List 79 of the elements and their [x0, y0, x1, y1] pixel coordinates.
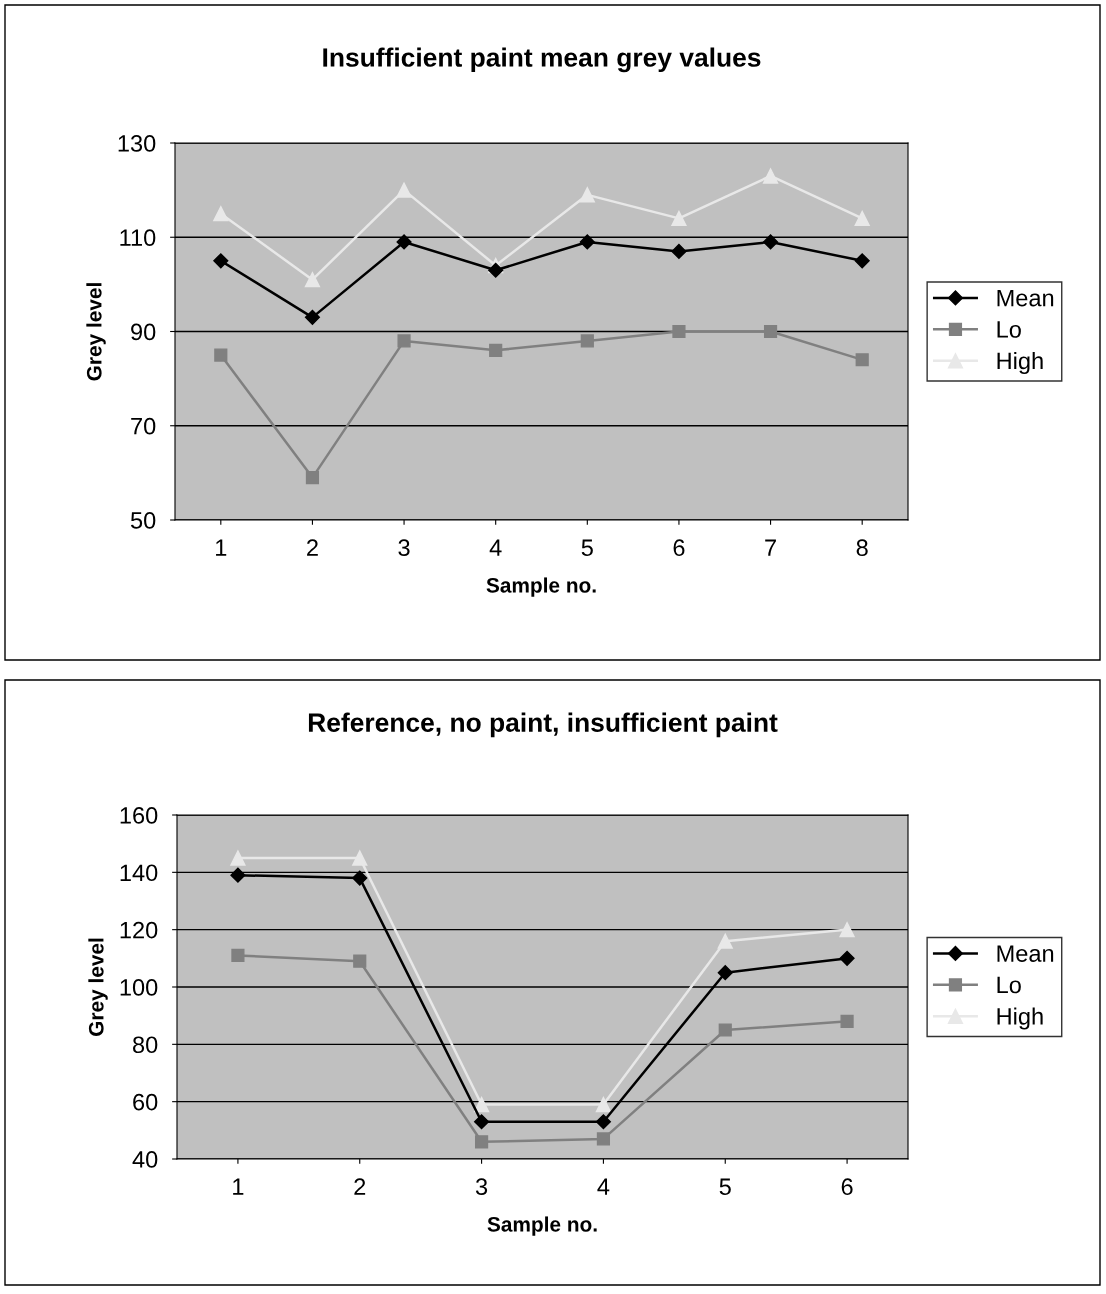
x-axis-title: Sample no.: [487, 1216, 597, 1236]
point: [396, 182, 412, 198]
y-tick-label: 110: [120, 229, 156, 247]
point: [304, 272, 321, 288]
y-tick-label: 130: [118, 135, 156, 152]
x-tick-label: 1: [233, 1178, 244, 1195]
point: [580, 334, 594, 348]
point: [840, 1014, 854, 1028]
point: [396, 234, 412, 250]
point: [671, 210, 687, 227]
legend-label: High: [997, 351, 1043, 374]
point: [717, 933, 733, 949]
point: [474, 1135, 489, 1149]
y-tick-label: 90: [131, 323, 156, 341]
x-tick-label: 5: [719, 1178, 731, 1196]
y-tick-label: 80: [133, 1036, 158, 1054]
y-tick-label: 160: [120, 807, 158, 824]
x-tick-label: 6: [841, 1178, 853, 1196]
x-tick-label: 8: [856, 539, 868, 557]
point: [671, 243, 687, 259]
point: [305, 470, 320, 485]
x-tick-label: 1: [216, 539, 227, 556]
legend-label: High: [997, 1007, 1043, 1030]
chart-title: Insufficient paint mean grey values: [323, 47, 761, 73]
point: [230, 867, 246, 883]
point: [595, 1096, 612, 1113]
point: [213, 206, 229, 222]
x-tick-label: 3: [398, 539, 410, 557]
chart-title: Reference, no paint, insufficient paint: [308, 712, 778, 738]
x-tick-label: 4: [489, 539, 502, 556]
point: [231, 948, 245, 963]
point: [855, 353, 869, 367]
point: [717, 965, 733, 981]
point: [579, 234, 595, 250]
x-tick-label: 2: [354, 1178, 366, 1195]
legend-label: Mean: [997, 289, 1054, 307]
point: [854, 253, 870, 269]
point: [854, 210, 870, 227]
y-tick-label: 100: [120, 979, 158, 996]
point: [213, 253, 229, 269]
point: [762, 234, 779, 250]
y-tick-label: 70: [131, 417, 156, 435]
legend-label: Lo: [997, 976, 1021, 994]
y-axis-title: Grey level: [86, 283, 106, 381]
y-tick-label: 40: [132, 1151, 158, 1168]
legend-label: Mean: [997, 945, 1054, 962]
point: [397, 334, 411, 348]
point: [763, 324, 778, 339]
point: [304, 309, 321, 325]
x-tick-label: 4: [597, 1178, 610, 1195]
point: [672, 324, 686, 339]
point: [353, 954, 367, 968]
point: [488, 262, 504, 278]
y-tick-label: 120: [120, 921, 158, 939]
x-tick-label: 7: [765, 539, 776, 556]
point: [230, 850, 246, 866]
y-tick-label: 140: [120, 864, 158, 882]
y-axis-title: Grey level: [88, 938, 108, 1036]
x-tick-label: 5: [581, 539, 593, 557]
point: [474, 1114, 490, 1130]
x-tick-label: 2: [307, 539, 318, 556]
point: [839, 950, 855, 966]
y-tick-label: 50: [130, 512, 156, 529]
point: [595, 1114, 611, 1130]
point: [352, 870, 368, 886]
y-tick-label: 60: [133, 1093, 158, 1111]
point: [762, 168, 779, 184]
point: [579, 187, 595, 203]
point: [473, 1096, 490, 1113]
point: [489, 343, 503, 357]
legend-label: Lo: [997, 321, 1021, 338]
x-tick-label: 3: [475, 1178, 488, 1196]
point: [839, 922, 855, 938]
point: [352, 850, 368, 866]
point: [596, 1132, 611, 1146]
point: [214, 348, 228, 362]
x-tick-label: 6: [673, 539, 685, 557]
point: [718, 1023, 732, 1037]
x-axis-title: Sample no.: [486, 577, 596, 597]
